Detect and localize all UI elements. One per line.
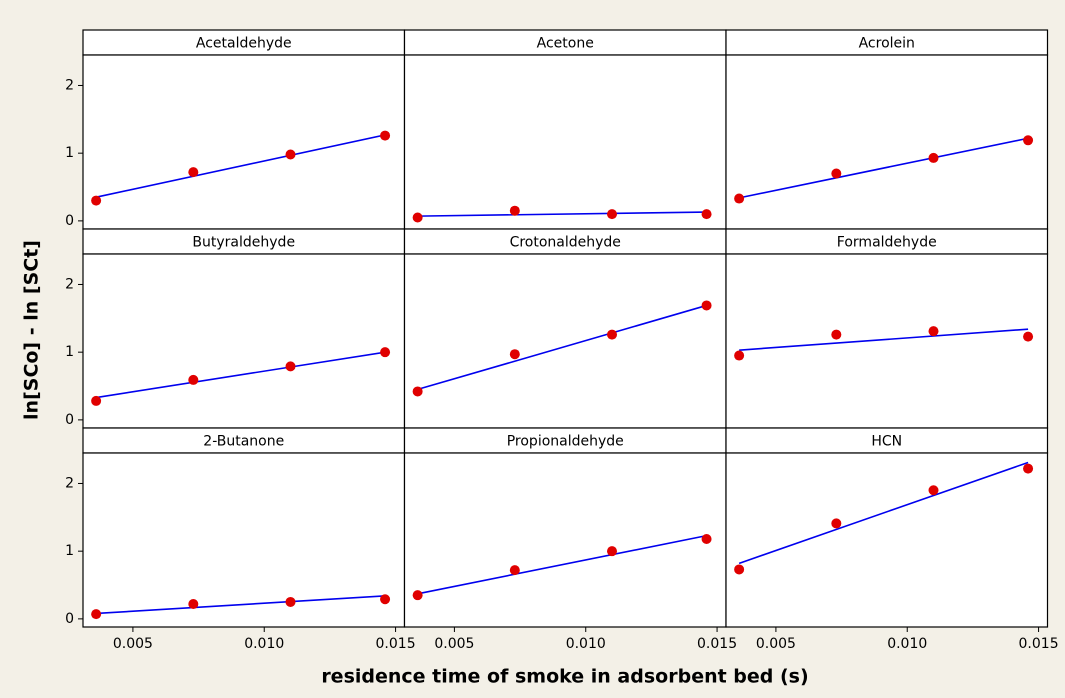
y-tick-label: 1 [65, 543, 74, 559]
fit-line [417, 304, 707, 391]
point [380, 130, 391, 141]
panel [725, 253, 1049, 429]
panel-title: Crotonaldehyde [510, 235, 621, 251]
point [607, 546, 618, 557]
panel [403, 54, 727, 230]
x-tick-label: 0.005 [434, 636, 474, 652]
panel [82, 253, 406, 429]
panel-title: Butyraldehyde [192, 235, 295, 251]
point [928, 485, 939, 496]
panel [403, 452, 727, 628]
y-tick-label: 2 [65, 77, 74, 93]
point [412, 212, 423, 223]
x-tick-label: 0.005 [113, 636, 153, 652]
x-axis-title: residence time of smoke in adsorbent bed… [321, 666, 808, 688]
fit-line [417, 534, 707, 595]
y-tick-label: 1 [65, 145, 74, 161]
point [831, 518, 842, 529]
fit-line [738, 137, 1029, 199]
panel-title: Acetone [537, 36, 594, 52]
point [701, 533, 712, 544]
panel [82, 54, 406, 230]
strip [403, 228, 727, 255]
panel-title: Acrolein [859, 36, 915, 52]
panel [725, 452, 1049, 628]
panel-title: Formaldehyde [837, 235, 937, 251]
point [509, 349, 520, 360]
point [831, 168, 842, 179]
panel-title: Propionaldehyde [507, 434, 624, 450]
y-axis-title: ln[SCo] - ln [SCt] [21, 240, 43, 420]
point [928, 326, 939, 337]
point [1023, 135, 1034, 146]
x-tick-label: 0.015 [376, 636, 416, 652]
point [509, 205, 520, 216]
point [701, 209, 712, 220]
point [285, 596, 296, 607]
point [285, 361, 296, 372]
panel [82, 452, 406, 628]
point [91, 195, 102, 206]
point [701, 300, 712, 311]
fit-line [96, 351, 386, 399]
panel-title: Acetaldehyde [196, 36, 292, 52]
y-tick-label: 1 [65, 344, 74, 360]
x-tick-label: 0.010 [887, 636, 927, 652]
point [91, 609, 102, 620]
panel-title: HCN [871, 434, 902, 450]
strip [725, 29, 1049, 56]
x-tick-label: 0.005 [756, 636, 796, 652]
point [188, 598, 199, 609]
x-tick-label: 0.010 [566, 636, 606, 652]
point [928, 152, 939, 163]
strip [82, 29, 406, 56]
point [188, 167, 199, 178]
point [734, 564, 745, 575]
panel-title: 2-Butanone [203, 434, 284, 450]
fit-line [417, 211, 707, 217]
y-tick-label: 2 [65, 475, 74, 491]
fit-line [739, 328, 1029, 351]
point [380, 594, 391, 605]
point [509, 565, 520, 576]
y-tick-label: 0 [65, 611, 74, 627]
fit-line [96, 595, 386, 615]
strip [725, 228, 1049, 255]
point [91, 395, 102, 406]
point [412, 386, 423, 397]
x-tick-label: 0.010 [244, 636, 284, 652]
x-tick-label: 0.015 [1019, 636, 1059, 652]
point [188, 374, 199, 385]
y-tick-label: 0 [65, 412, 74, 428]
point [412, 590, 423, 601]
fit-line [95, 134, 386, 198]
point [607, 209, 618, 220]
panel [403, 253, 727, 429]
point [607, 329, 618, 340]
y-tick-label: 2 [65, 276, 74, 292]
panel [725, 54, 1049, 230]
fit-line [738, 461, 1029, 565]
point [734, 350, 745, 361]
y-tick-label: 0 [65, 213, 74, 229]
strip [725, 427, 1049, 454]
point [380, 347, 391, 358]
point [831, 329, 842, 340]
point [285, 149, 296, 160]
strip [82, 427, 406, 454]
point [734, 193, 745, 204]
x-tick-label: 0.015 [697, 636, 737, 652]
point [1023, 331, 1034, 342]
point [1023, 463, 1034, 474]
